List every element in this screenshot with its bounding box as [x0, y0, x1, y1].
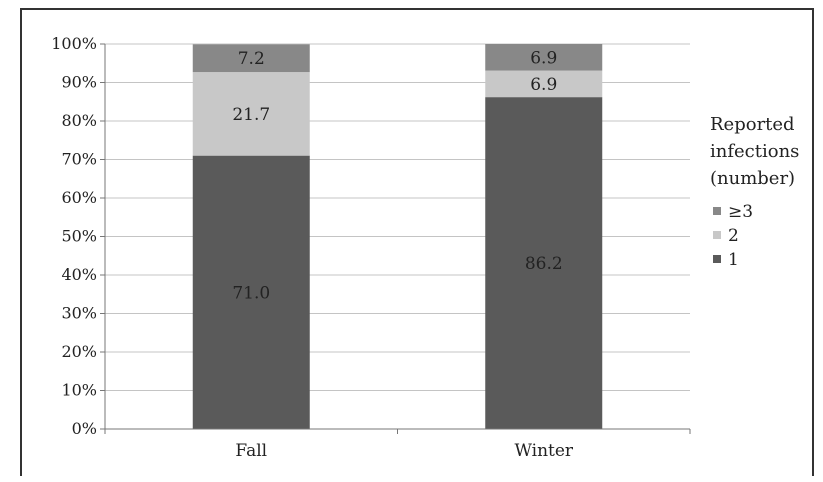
data-label-winter-2: 6.9	[530, 48, 557, 68]
legend-title-line: infections	[710, 141, 799, 162]
legend-swatch	[713, 207, 721, 215]
bar-segment-fall-0	[192, 155, 310, 429]
y-tick-label: 40%	[61, 265, 97, 284]
y-tick-label: 60%	[61, 188, 97, 207]
legend-swatch	[713, 255, 721, 263]
data-label-fall-2: 7.2	[238, 49, 265, 69]
y-tick-label: 50%	[61, 227, 97, 246]
y-tick-label: 30%	[61, 304, 97, 323]
x-tick-labels: Fall Winter	[235, 441, 573, 461]
data-label-fall-0: 71.0	[232, 283, 270, 303]
y-tick-label: 100%	[51, 34, 97, 53]
y-tick-label: 90%	[61, 73, 97, 92]
chart-frame	[20, 8, 814, 476]
legend-title-line: Reported	[710, 114, 795, 135]
bar-segment-winter-0	[485, 97, 603, 429]
data-label-winter-1: 6.9	[530, 75, 557, 95]
y-tick-labels: 0% 10% 20% 30% 40% 50% 60% 70% 80% 90% 100%	[51, 34, 97, 438]
y-tick-label: 80%	[61, 111, 97, 130]
y-tick-label: 0%	[72, 419, 97, 438]
legend-entry-label: ≥3	[728, 202, 753, 222]
data-label-fall-1: 21.7	[232, 105, 270, 125]
x-tick-label-winter: Winter	[514, 441, 573, 461]
legend-entry-label: 1	[728, 250, 739, 270]
legend-entry-label: 2	[728, 226, 739, 246]
legend-swatch	[713, 231, 721, 239]
y-tick-label: 70%	[61, 150, 97, 169]
axes	[100, 43, 691, 434]
legend-title-line: (number)	[710, 168, 795, 189]
legend: Reported infections (number) ≥3 2 1	[710, 114, 799, 270]
bar-segment-fall-1	[192, 72, 310, 156]
x-tick-label-fall: Fall	[235, 441, 267, 461]
data-label-winter-0: 86.2	[525, 254, 563, 274]
bars: 71.0 21.7 7.2 86.2 6.9 6.9	[192, 44, 603, 429]
bar-segment-fall-2	[192, 44, 310, 73]
bar-segment-winter-2	[485, 44, 603, 71]
bar-segment-winter-1	[485, 70, 603, 98]
y-tick-label: 10%	[61, 381, 97, 400]
y-tick-label: 20%	[61, 342, 97, 361]
